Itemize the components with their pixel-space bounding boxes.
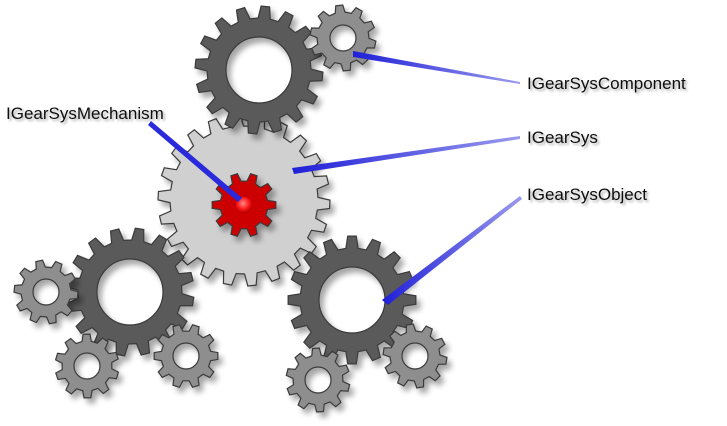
small-gear-bottom-middle-icon [153, 323, 219, 389]
connector-component [353, 51, 520, 84]
connector-object [382, 196, 522, 305]
gears-layer [13, 4, 448, 413]
right-dark-gear-icon [287, 235, 417, 365]
labels-layer: IGearSysComponent IGearSys IGearSysMecha… [6, 74, 686, 204]
small-gear-top-icon [309, 4, 377, 72]
mechanism-core-icon [236, 197, 252, 213]
connector-gearsys [292, 136, 520, 174]
small-gear-right-icon [382, 323, 448, 389]
top-dark-gear-icon [194, 5, 324, 135]
label-igearsys: IGearSys [527, 128, 598, 147]
small-gear-left-icon [13, 259, 79, 325]
label-igearsysobject: IGearSysObject [527, 185, 647, 204]
label-igearsyscomponent: IGearSysComponent [527, 74, 686, 93]
connectors-layer [148, 51, 522, 305]
small-gear-bottom-left-icon [54, 333, 120, 399]
connector-mechanism [148, 121, 242, 202]
small-gear-bottom-right-icon [285, 347, 351, 413]
label-igearsysmechanism: IGearSysMechanism [6, 104, 164, 123]
